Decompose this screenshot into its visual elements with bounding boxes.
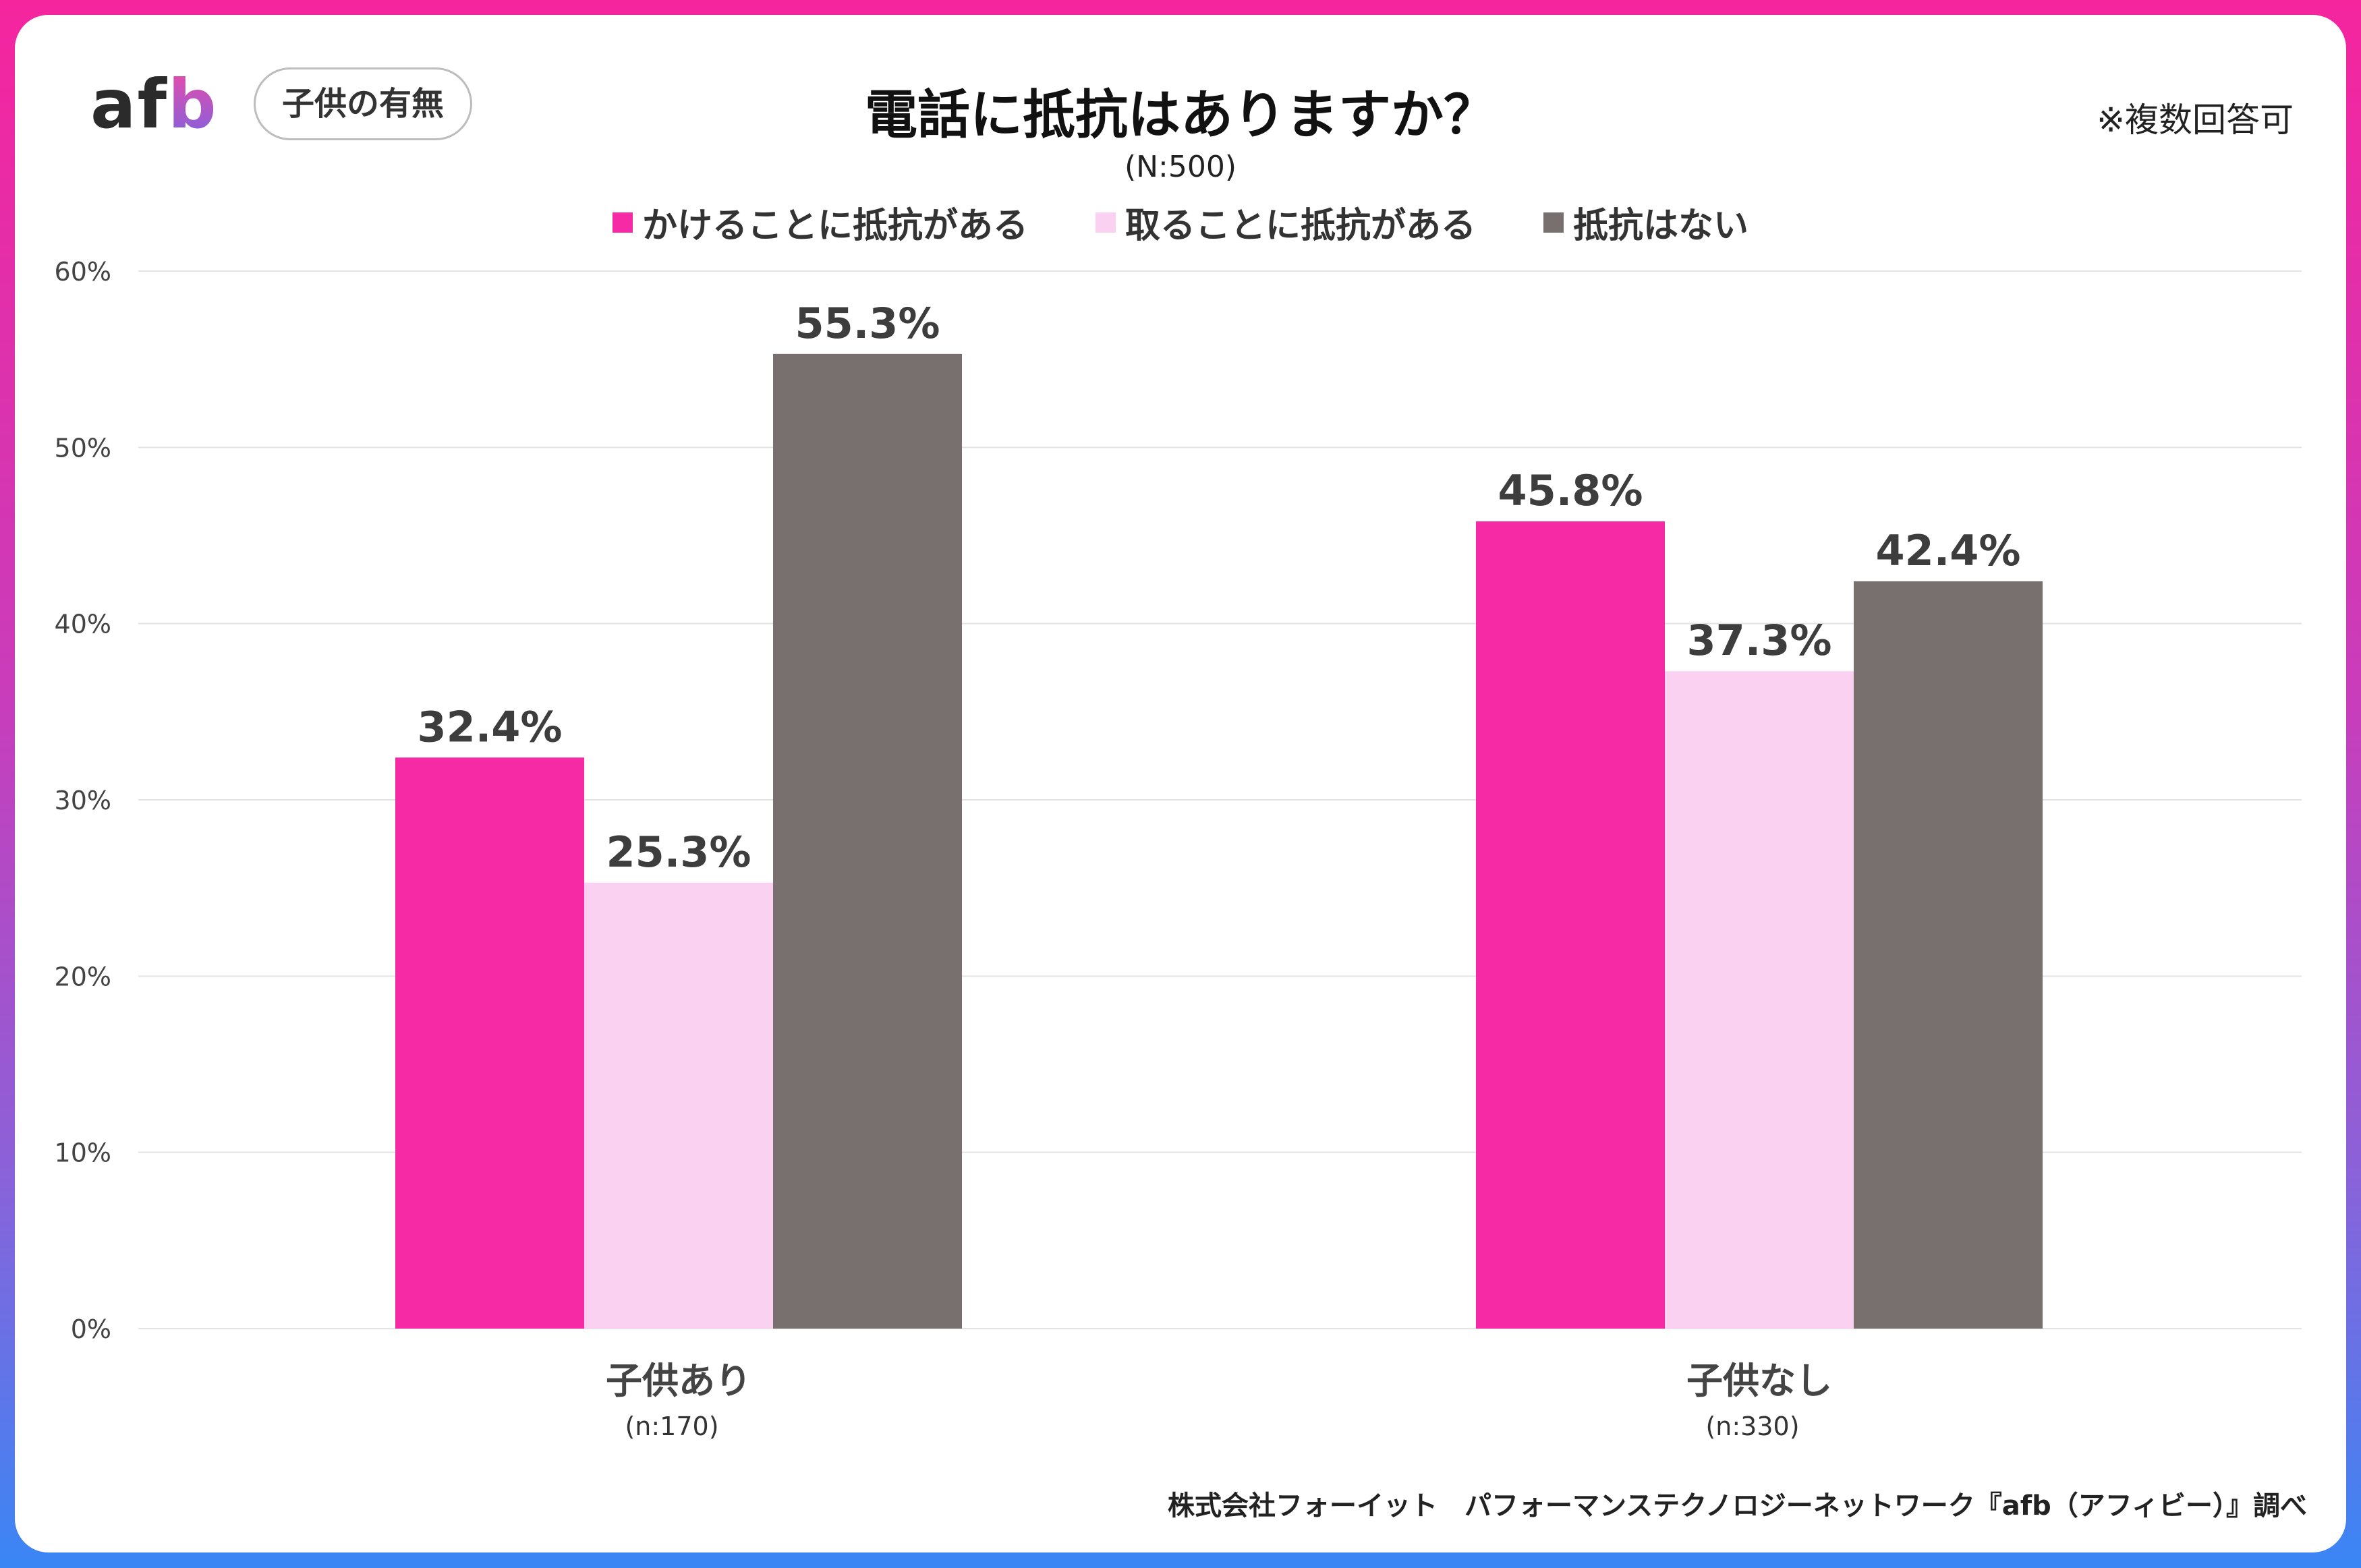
x-category-sublabel: (n:170)	[625, 1412, 718, 1441]
bar	[773, 353, 962, 1329]
legend-item-series3: 抵抗はない	[1543, 197, 1748, 248]
y-tick-label: 30%	[55, 786, 111, 815]
legend-item-series1: かけることに抵抗がある	[612, 197, 1028, 248]
sample-size: (N:500)	[1124, 150, 1237, 184]
x-category-label: 子供あり	[606, 1360, 751, 1402]
y-tick-label: 10%	[55, 1138, 111, 1168]
data-label: 32.4%	[417, 702, 562, 751]
multiple-answers-note: ※複数回答可	[2097, 100, 2294, 140]
x-category-label: 子供なし	[1686, 1360, 1832, 1402]
afb-logo: afb	[90, 65, 218, 144]
bar	[1476, 521, 1665, 1329]
data-label: 37.3%	[1686, 616, 1831, 665]
y-tick-label: 0%	[71, 1314, 111, 1344]
data-label: 45.8%	[1498, 466, 1643, 515]
y-tick-label: 60%	[55, 257, 111, 287]
chart-title: 電話に抵抗はありますか？	[864, 85, 1496, 146]
survey-credit: 株式会社フォーイット パフォーマンステクノロジーネットワーク『afb（アフィビー…	[1167, 1490, 2307, 1521]
legend: かけることに抵抗がある 取ることに抵抗がある 抵抗はない	[0, 197, 2361, 248]
y-tick-label: 20%	[55, 962, 111, 991]
y-tick-label: 50%	[55, 433, 111, 463]
legend-swatch-series2	[1095, 212, 1116, 233]
data-label: 25.3%	[606, 827, 751, 877]
bar	[395, 757, 584, 1329]
data-label: 42.4%	[1875, 526, 2020, 575]
legend-swatch-series1	[612, 212, 633, 233]
x-category-sublabel: (n:330)	[1705, 1412, 1799, 1441]
legend-label-series1: かけることに抵抗がある	[642, 206, 1028, 246]
y-tick-label: 40%	[55, 610, 111, 639]
bar	[1854, 581, 2043, 1329]
data-label: 55.3%	[795, 299, 940, 348]
bar	[1665, 671, 1854, 1329]
bar	[584, 882, 773, 1329]
segment-badge: 子供の有無	[254, 67, 472, 140]
legend-item-series2: 取ることに抵抗がある	[1095, 197, 1476, 248]
legend-label-series3: 抵抗はない	[1573, 206, 1749, 246]
legend-label-series2: 取ることに抵抗がある	[1125, 206, 1476, 246]
legend-swatch-series3	[1543, 212, 1564, 233]
